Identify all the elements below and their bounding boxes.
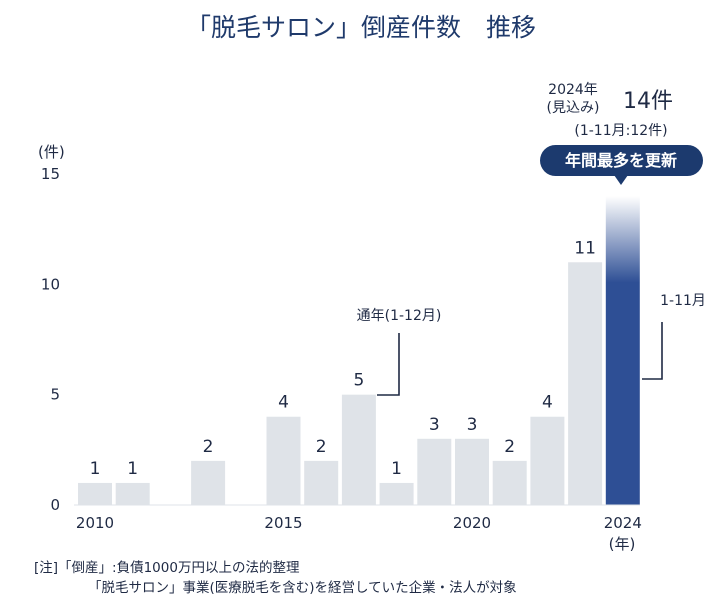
bar bbox=[78, 482, 112, 505]
bar bbox=[379, 482, 414, 505]
data-label: 11 bbox=[574, 238, 596, 258]
badge-pointer bbox=[614, 175, 628, 185]
x-axis: 2010 2015 2020 2024 bbox=[76, 514, 642, 532]
bar bbox=[417, 438, 452, 505]
forecast-year: 2024年 bbox=[548, 82, 598, 98]
partial-year-label: 1-11月 bbox=[660, 293, 706, 309]
full-year-bracket bbox=[377, 333, 400, 396]
data-label: 3 bbox=[467, 415, 478, 435]
y-axis: 0 5 10 15 bbox=[41, 165, 60, 514]
bar bbox=[266, 416, 301, 505]
badge-label: 年間最多を更新 bbox=[565, 151, 677, 170]
data-label: 1 bbox=[127, 459, 138, 479]
bars bbox=[74, 196, 640, 506]
bar-highlight bbox=[605, 196, 640, 506]
full-year-label: 通年(1-12月) bbox=[357, 308, 442, 324]
forecast-note: (見込み) bbox=[547, 100, 600, 116]
bar bbox=[568, 262, 603, 505]
x-tick-label: 2020 bbox=[453, 514, 491, 532]
record-badge: 年間最多を更新 bbox=[540, 145, 703, 185]
chart-title: 「脱毛サロン」倒産件数 推移 bbox=[186, 13, 536, 42]
data-label: 2 bbox=[316, 437, 327, 457]
bar bbox=[492, 460, 527, 505]
note-line-1: [注]「倒産」:負債1000万円以上の法的整理 bbox=[34, 560, 300, 576]
note-line-2: 「脱毛サロン」事業(医療脱毛を含む)を経営していた企業・法人が対象 bbox=[88, 580, 517, 596]
y-tick-label: 0 bbox=[50, 496, 60, 514]
partial-year-bracket bbox=[642, 322, 663, 380]
x-axis-unit: (年) bbox=[609, 535, 636, 553]
data-label: 4 bbox=[542, 393, 553, 413]
data-label: 1 bbox=[90, 459, 101, 479]
forecast-value: 14件 bbox=[623, 89, 673, 114]
data-label: 1 bbox=[391, 459, 402, 479]
y-tick-label: 15 bbox=[41, 165, 60, 183]
data-label: 3 bbox=[429, 415, 440, 435]
actual-to-date: (1-11月:12件) bbox=[574, 123, 667, 139]
data-label: 5 bbox=[353, 371, 364, 391]
bar bbox=[304, 460, 339, 505]
y-tick-label: 5 bbox=[50, 386, 60, 404]
y-tick-label: 10 bbox=[41, 275, 60, 293]
x-tick-label: 2024 bbox=[604, 514, 642, 532]
x-tick-label: 2015 bbox=[264, 514, 302, 532]
x-tick-label: 2010 bbox=[76, 514, 114, 532]
y-axis-unit: (件) bbox=[38, 143, 65, 161]
bar bbox=[341, 394, 376, 505]
data-label: 2 bbox=[203, 437, 214, 457]
badge-background bbox=[540, 145, 703, 176]
bar bbox=[191, 460, 226, 505]
bar bbox=[455, 438, 489, 505]
bar bbox=[115, 482, 150, 505]
data-label: 4 bbox=[278, 393, 289, 413]
data-label: 2 bbox=[504, 437, 515, 457]
bar bbox=[530, 416, 565, 505]
